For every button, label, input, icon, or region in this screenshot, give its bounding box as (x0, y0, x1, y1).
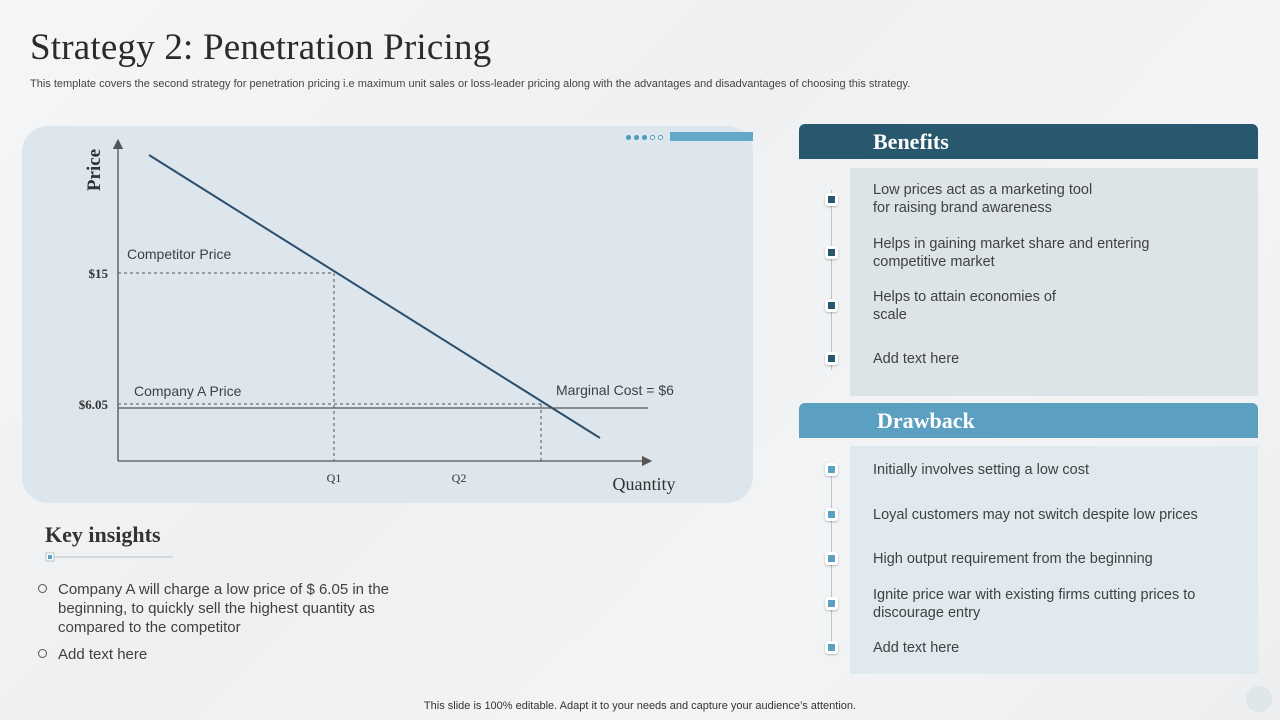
drawback-marker (825, 508, 838, 521)
benefit-item-4: Add text here (873, 351, 960, 367)
drawback-item-1: Initially involves setting a low cost (873, 462, 1089, 478)
competitor-price-label: Competitor Price (127, 246, 231, 262)
drawback-marker (825, 463, 838, 476)
benefit-item-1: Low prices act as a marketing tool for r… (873, 182, 1093, 216)
pricing-chart: Price Quantity $15 $6.05 Q1 Q2 Competito… (79, 138, 676, 494)
x-tick-q2: Q2 (452, 471, 467, 485)
benefit-marker (825, 352, 838, 365)
footer-note: This slide is 100% editable. Adapt it to… (423, 700, 857, 712)
y-axis-label: Price (84, 149, 105, 191)
decorative-circle (1246, 686, 1272, 712)
drawback-marker (825, 552, 838, 565)
page-subtitle: This template covers the second strategy… (30, 78, 911, 90)
marginal-cost-label: Marginal Cost = $6 (556, 382, 674, 398)
benefit-marker (825, 299, 838, 312)
y-tick-6-05: $6.05 (79, 397, 109, 412)
page-title: Strategy 2: Penetration Pricing (30, 27, 492, 68)
demand-curve (148, 154, 601, 439)
list-item: Company A will charge a low price of $ 6… (38, 580, 428, 637)
company-price-label: Company A Price (134, 383, 242, 399)
drawback-marker (825, 641, 838, 654)
drawback-item-3: High output requirement from the beginni… (873, 551, 1153, 567)
benefits-header: Benefits (799, 124, 1258, 159)
key-insights-title: Key insights (45, 522, 161, 547)
decorative-dots (626, 132, 663, 142)
drawback-box (850, 446, 1258, 674)
x-axis-label: Quantity (613, 474, 676, 494)
benefit-marker (825, 246, 838, 259)
y-tick-15: $15 (89, 266, 109, 281)
drawback-item-4: Ignite price war with existing firms cut… (873, 587, 1196, 621)
benefits-timeline (831, 190, 832, 370)
drawback-item-5: Add text here (873, 640, 960, 656)
list-item: Add text here (38, 645, 428, 664)
panel-accent-bar (670, 132, 753, 141)
benefit-item-3: Helps to attain economies of scale (873, 289, 1056, 323)
drawback-item-2: Loyal customers may not switch despite l… (873, 507, 1198, 523)
benefits-box (850, 168, 1258, 396)
benefit-item-2: Helps in gaining market share and enteri… (873, 236, 1150, 270)
x-tick-q1: Q1 (327, 471, 342, 485)
drawback-marker (825, 597, 838, 610)
drawback-header: Drawback (799, 403, 1258, 438)
benefit-marker (825, 193, 838, 206)
chart-panel (22, 126, 753, 503)
key-insights-list: Company A will charge a low price of $ 6… (38, 580, 428, 672)
key-insights-underline (45, 552, 173, 562)
